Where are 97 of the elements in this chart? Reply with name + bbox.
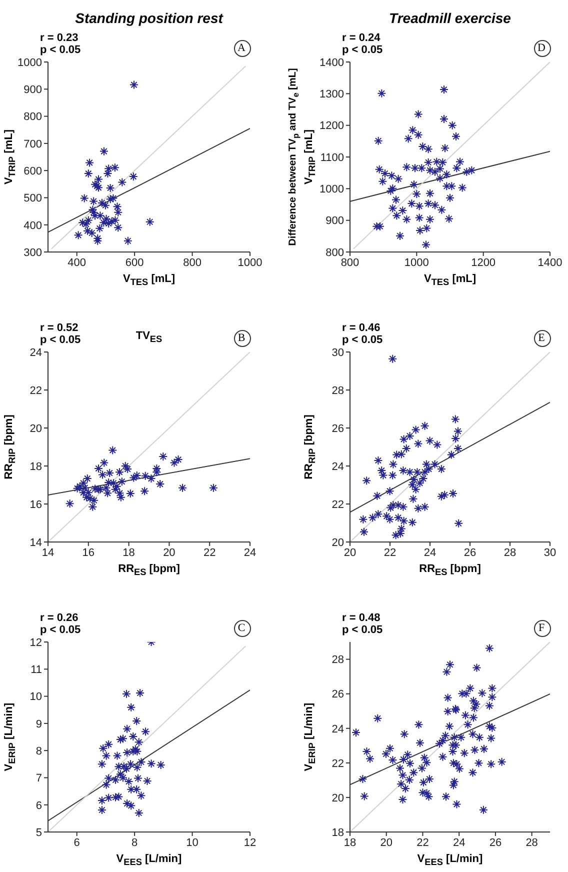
y-tick-label: 1200	[320, 120, 344, 132]
y-tick-label: 900	[24, 84, 42, 96]
x-tick-label: 400	[68, 256, 86, 269]
x-tick-label: 24	[452, 836, 466, 849]
text: F	[538, 621, 545, 636]
y-tick-label: 22	[332, 498, 344, 511]
text: p < 0.05	[40, 44, 81, 56]
y-tick-label: 14	[30, 536, 42, 549]
text: B	[238, 331, 246, 346]
x-tick-label: 1000	[238, 256, 262, 269]
x-tick-label: 28	[504, 546, 516, 559]
y-tick-label: 24	[332, 460, 344, 473]
y-tick-label: 800	[326, 246, 344, 259]
y-tick-label: 800	[24, 111, 42, 124]
y-tick-label: 300	[24, 246, 42, 259]
y-tick-label: 30	[332, 346, 344, 359]
x-tick-label: 24	[424, 546, 436, 559]
y-tick-label: 1000	[18, 56, 42, 69]
text: r = 0.24	[342, 32, 380, 44]
x-tick-label: 1000	[404, 256, 429, 269]
x-tick-label: 16	[82, 546, 95, 559]
x-tick-label: 12	[244, 836, 256, 849]
text: A	[238, 41, 246, 56]
y-tick-label: 1000	[320, 184, 344, 196]
y-tick-label: 7	[36, 772, 42, 785]
x-tick-label: 26	[489, 836, 502, 849]
y-tick-label: 1300	[320, 88, 344, 101]
x-axis-title: V$_{EES}$ [L/min]	[116, 853, 182, 868]
x-tick-label: 20	[380, 836, 392, 849]
y-tick-label: 28	[332, 384, 344, 397]
y-tick-label: 26	[332, 422, 344, 435]
text: TV$_{ES}$	[136, 330, 162, 344]
x-tick-label: 1200	[471, 256, 496, 269]
x-tick-label: 28	[526, 836, 538, 849]
text: p < 0.05	[342, 44, 383, 56]
y-tick-label: 600	[24, 165, 42, 178]
text: D	[538, 41, 546, 56]
text: C	[238, 621, 246, 636]
x-axis-title: V$_{TES}$ [mL]	[424, 273, 476, 288]
y-tick-label: 20	[332, 792, 344, 804]
y-tick-label: 22	[30, 384, 42, 397]
text: r = 0.26	[40, 612, 78, 624]
x-tick-label: 18	[344, 836, 356, 849]
y-tick-label: 8	[36, 745, 42, 758]
text: r = 0.48	[342, 612, 380, 624]
y-tick-label: 18	[30, 460, 42, 473]
text: p < 0.05	[342, 624, 383, 636]
y-tick-label: 20	[30, 422, 42, 435]
y-tick-label: 500	[24, 192, 42, 205]
y-tick-label: 400	[24, 220, 42, 232]
x-tick-label: 8	[132, 836, 138, 849]
x-tick-label: 20	[344, 546, 356, 559]
x-tick-label: 800	[340, 256, 360, 269]
y-tick-label: 20	[332, 536, 344, 549]
text: p < 0.05	[40, 624, 81, 636]
y-tick-label: 24	[30, 346, 42, 359]
y-tick-label: 12	[30, 636, 42, 649]
y-tick-label: 22	[332, 758, 344, 770]
x-tick-label: 30	[544, 546, 556, 559]
y-tick-label: 26	[332, 688, 344, 701]
x-tick-label: 22	[203, 546, 216, 559]
y-tick-label: 11	[30, 664, 42, 676]
y-tick-label: 24	[332, 723, 344, 736]
x-tick-label: 22	[416, 836, 429, 849]
x-axis-title: V$_{EES}$ [L/min]	[417, 853, 483, 868]
x-tick-label: 6	[74, 836, 80, 849]
y-tick-label: 900	[326, 215, 344, 228]
chart-title: Treadmill exercise	[389, 10, 511, 26]
text: p < 0.05	[40, 334, 81, 346]
y-tick-label: 1400	[320, 56, 344, 69]
text: p < 0.05	[342, 334, 383, 346]
y-tick-label: 5	[36, 826, 42, 839]
x-tick-label: 22	[384, 546, 396, 559]
y-tick-label: 10	[30, 691, 42, 704]
x-axis-title: RR$_{ES}$ [bpm]	[419, 563, 481, 578]
y-tick-label: 18	[332, 826, 344, 839]
x-tick-label: 26	[464, 546, 476, 559]
x-tick-label: 800	[183, 256, 202, 269]
x-tick-label: 600	[125, 256, 144, 269]
y-tick-label: 28	[332, 654, 344, 666]
chart-title: Standing position rest	[75, 10, 223, 26]
x-tick-label: 1400	[538, 256, 562, 269]
x-tick-label: 20	[163, 546, 176, 559]
x-tick-label: 10	[186, 836, 198, 849]
text: r = 0.23	[40, 32, 78, 44]
y-tick-label: 16	[30, 498, 42, 511]
text: r = 0.46	[342, 322, 380, 334]
y-tick-label: 6	[36, 800, 42, 812]
text: E	[538, 331, 545, 346]
x-tick-label: 24	[244, 546, 256, 559]
x-axis-title: RR$_{ES}$ [bpm]	[118, 563, 180, 578]
x-tick-label: 18	[122, 546, 135, 559]
y-tick-label: 9	[36, 718, 42, 730]
text: r = 0.52	[40, 322, 78, 334]
y-tick-label: 1100	[320, 152, 344, 164]
x-axis-title: V$_{TES}$ [mL]	[122, 273, 176, 288]
y-tick-label: 700	[24, 138, 42, 150]
